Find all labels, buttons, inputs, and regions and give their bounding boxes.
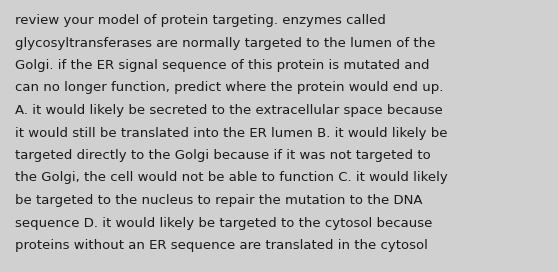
- Text: it would still be translated into the ER lumen B. it would likely be: it would still be translated into the ER…: [15, 126, 448, 140]
- Text: sequence D. it would likely be targeted to the cytosol because: sequence D. it would likely be targeted …: [15, 217, 432, 230]
- Text: be targeted to the nucleus to repair the mutation to the DNA: be targeted to the nucleus to repair the…: [15, 194, 422, 207]
- Text: review your model of protein targeting. enzymes called: review your model of protein targeting. …: [15, 14, 386, 27]
- Text: A. it would likely be secreted to the extracellular space because: A. it would likely be secreted to the ex…: [15, 104, 442, 117]
- Text: proteins without an ER sequence are translated in the cytosol: proteins without an ER sequence are tran…: [15, 239, 428, 252]
- Text: Golgi. if the ER signal sequence of this protein is mutated and: Golgi. if the ER signal sequence of this…: [15, 59, 430, 72]
- Text: glycosyltransferases are normally targeted to the lumen of the: glycosyltransferases are normally target…: [15, 36, 435, 50]
- Text: can no longer function, predict where the protein would end up.: can no longer function, predict where th…: [15, 82, 444, 94]
- Text: targeted directly to the Golgi because if it was not targeted to: targeted directly to the Golgi because i…: [15, 149, 431, 162]
- Text: the Golgi, the cell would not be able to function C. it would likely: the Golgi, the cell would not be able to…: [15, 172, 448, 184]
